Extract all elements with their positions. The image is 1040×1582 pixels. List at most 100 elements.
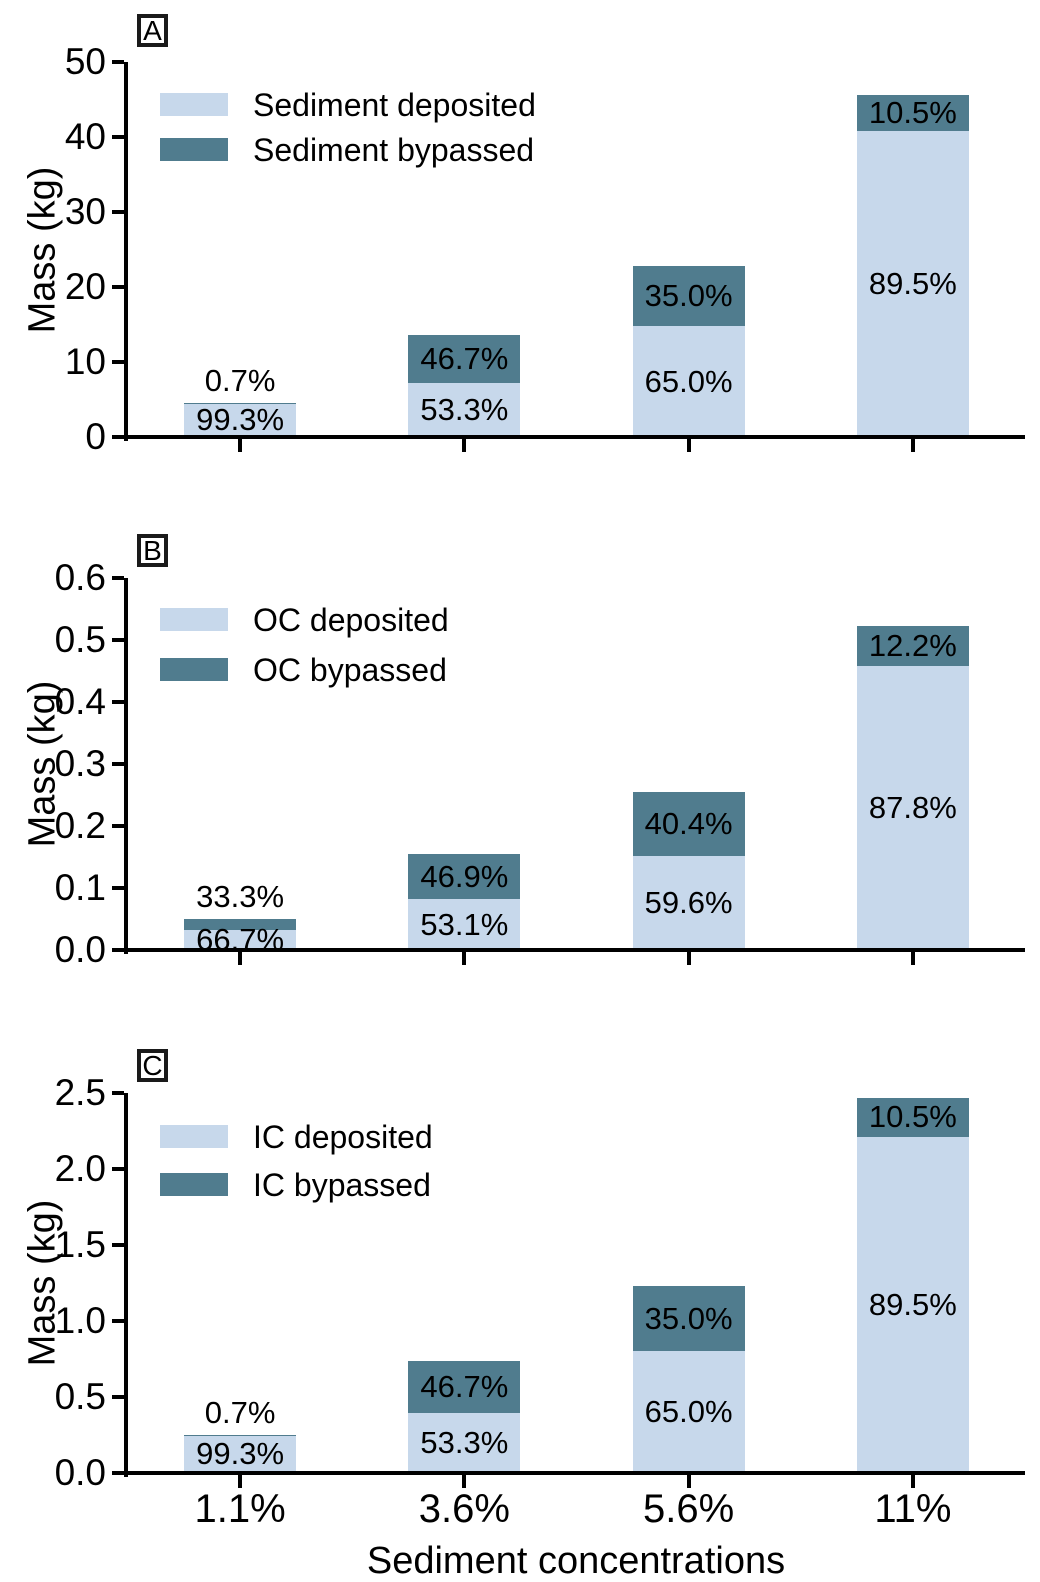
y-tick [112,435,124,439]
x-axis-spine [124,435,1025,439]
y-tick [112,210,124,214]
y-tick [112,60,124,64]
bar-segment-deposited [184,929,297,950]
bar-segment-deposited [632,1351,745,1473]
percent-label-deposited: 89.5% [868,265,957,301]
bar-segment-bypassed [856,1097,969,1138]
x-tick-label: 3.6% [418,1487,510,1531]
percent-label-deposited: 99.3% [196,401,285,437]
bar-segment-bypassed [408,1360,521,1413]
y-tick [112,1243,124,1247]
y-tick [112,762,124,766]
x-tick [910,439,915,452]
percent-label-deposited: 87.8% [868,790,957,826]
y-tick-label: 1.5 [54,1224,106,1265]
bar-segment-bypassed [408,853,521,900]
percent-label-deposited: 53.3% [420,391,509,427]
percent-label-deposited: 99.3% [196,1436,285,1471]
percent-label-deposited: 89.5% [868,1287,957,1323]
x-tick [686,952,691,965]
legend-label: IC bypassed [253,1166,431,1203]
y-tick [112,1319,124,1323]
y-tick-label: 2.0 [54,1148,106,1189]
x-axis-spine [124,948,1025,952]
percent-label-bypassed: 35.0% [644,278,733,314]
percent-label-bypassed: 35.0% [644,1300,733,1336]
x-tick [238,1475,243,1488]
y-tick [112,576,124,580]
percent-label-deposited: 65.0% [644,363,733,399]
bar-segment-deposited [184,402,297,437]
y-tick [112,948,124,952]
y-axis-title: Mass (kg) [21,166,64,333]
y-tick [112,1091,124,1095]
y-tick-label: 0.1 [54,867,106,908]
y-tick [112,638,124,642]
x-tick [910,1475,915,1488]
percent-label-bypassed: 10.5% [868,94,957,130]
percent-label-bypassed: 46.7% [420,341,509,377]
y-tick-label: 0.6 [54,557,106,598]
x-tick [686,439,691,452]
y-tick-label: 20 [64,266,106,307]
bar-segment-deposited [408,382,521,437]
percent-label-deposited: 53.3% [420,1424,509,1460]
legend-label: Sediment bypassed [253,131,535,168]
panel-letter-A: A [137,14,168,47]
percent-label-deposited: 66.7% [196,921,285,957]
y-tick-label: 0.0 [54,1452,106,1493]
percent-label-bypassed: 0.7% [204,1394,276,1430]
y-tick-label: 50 [64,41,106,82]
y-tick [112,1395,124,1399]
x-tick [910,952,915,965]
y-tick [112,285,124,289]
x-tick-label: 11% [874,1487,952,1531]
y-tick-label: 0.4 [54,681,106,722]
y-tick-label: 0.5 [54,1376,106,1417]
y-tick [112,824,124,828]
y-tick-label: 0 [85,416,106,457]
percent-label-deposited: 59.6% [644,884,733,920]
legend-label: OC deposited [253,601,449,638]
x-axis-spine [124,1471,1025,1475]
bar-segment-bypassed [856,95,969,131]
y-tick-label: 30 [64,191,106,232]
legend-swatch-deposited [160,1125,228,1148]
y-axis-spine [124,578,128,954]
y-tick-label: 2.5 [54,1072,106,1113]
legend-label: IC deposited [253,1118,433,1155]
y-tick-label: 1.0 [54,1300,106,1341]
bar-segment-deposited [408,899,521,950]
bar-segment-deposited [632,326,745,437]
y-tick-label: 0.0 [54,929,106,970]
legend-label: Sediment deposited [253,86,536,123]
legend-swatch-bypassed [160,658,228,681]
legend-swatch-bypassed [160,138,228,161]
y-axis-spine [124,1093,128,1477]
percent-label-bypassed: 10.5% [868,1099,957,1135]
y-tick [112,700,124,704]
y-tick [112,1167,124,1171]
bar-segment-deposited [856,1137,969,1473]
panel-letter-C: C [137,1049,168,1082]
x-tick [238,952,243,965]
percent-label-deposited: 53.1% [420,906,509,942]
y-tick-label: 0.2 [54,805,106,846]
x-tick [462,952,467,965]
y-tick-label: 10 [64,341,106,382]
bar-segment-bypassed [856,626,969,667]
bar-segment-bypassed [632,1286,745,1352]
percent-label-bypassed: 46.7% [420,1368,509,1404]
percent-label-bypassed: 0.7% [204,362,276,398]
percent-label-bypassed: 33.3% [196,879,285,914]
y-tick [112,360,124,364]
y-axis-title: Mass (kg) [21,1199,64,1367]
y-axis-spine [124,62,128,441]
bar-segment-deposited [632,855,745,950]
y-tick-label: 0.5 [54,619,106,660]
legend-swatch-deposited [160,608,228,631]
x-tick-label: 1.1% [194,1487,286,1531]
percent-label-bypassed: 12.2% [868,628,957,664]
x-tick [686,1475,691,1488]
